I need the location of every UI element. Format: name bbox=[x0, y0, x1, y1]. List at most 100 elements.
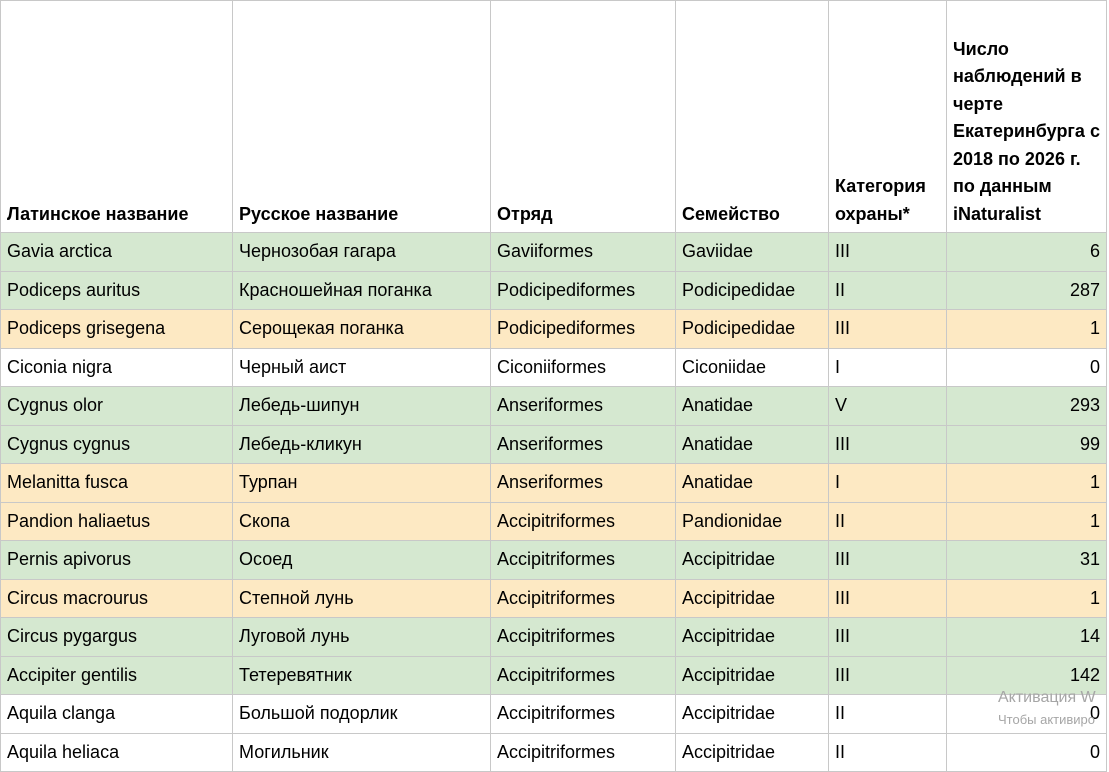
table-cell: Луговой лунь bbox=[232, 617, 491, 657]
table-cell: Podicipedidae bbox=[675, 270, 829, 310]
count-cell: 31 bbox=[946, 540, 1107, 580]
count-cell: 14 bbox=[946, 617, 1107, 657]
table-cell: III bbox=[828, 424, 947, 464]
table-cell: Anatidae bbox=[675, 463, 829, 503]
count-cell: 0 bbox=[946, 347, 1107, 387]
table-cell: Скопа bbox=[232, 501, 491, 541]
table-cell: Красношейная поганка bbox=[232, 270, 491, 310]
table-cell: Могильник bbox=[232, 732, 491, 772]
table-row: Accipiter gentilis Тетеревятник Accipitrif… bbox=[0, 655, 1107, 695]
table-cell: Anseriformes bbox=[490, 424, 676, 464]
table-cell: III bbox=[828, 655, 947, 695]
table-cell: Anseriformes bbox=[490, 386, 676, 426]
table-cell: Черный аист bbox=[232, 347, 491, 387]
table-cell: Pandion haliaetus bbox=[0, 501, 233, 541]
table-cell: Accipitridae bbox=[675, 732, 829, 772]
count-cell: 1 bbox=[946, 309, 1107, 349]
table-cell: Accipitriformes bbox=[490, 694, 676, 734]
table-cell: Тетеревятник bbox=[232, 655, 491, 695]
table-cell: Pandionidae bbox=[675, 501, 829, 541]
table-cell: Aquila heliaca bbox=[0, 732, 233, 772]
table-cell: III bbox=[828, 578, 947, 618]
table-row: Aquila heliaca Могильник Accipitriformes Ac… bbox=[0, 732, 1107, 772]
table-row: Podiceps auritus Красношейная поганка Podi… bbox=[0, 270, 1107, 310]
table-cell: Ciconiiformes bbox=[490, 347, 676, 387]
table-cell: Podiceps auritus bbox=[0, 270, 233, 310]
table-cell: Gaviiformes bbox=[490, 232, 676, 272]
count-cell: 99 bbox=[946, 424, 1107, 464]
table-row: Podiceps grisegena Серощекая поганка Podic… bbox=[0, 309, 1107, 349]
table-cell: I bbox=[828, 463, 947, 503]
watermark-title: Активация W bbox=[998, 689, 1096, 706]
table-cell: Большой подорлик bbox=[232, 694, 491, 734]
table-cell: Лебедь-шипун bbox=[232, 386, 491, 426]
table-cell: Podiceps grisegena bbox=[0, 309, 233, 349]
count-cell: 1 bbox=[946, 578, 1107, 618]
table-cell: Anatidae bbox=[675, 386, 829, 426]
table-cell: Accipitriformes bbox=[490, 578, 676, 618]
count-cell: 287 bbox=[946, 270, 1107, 310]
count-cell: 0 bbox=[946, 694, 1107, 734]
table-cell: Серощекая поганка bbox=[232, 309, 491, 349]
column-header: Семейство bbox=[675, 0, 829, 233]
table-cell: I bbox=[828, 347, 947, 387]
column-header: Русское название bbox=[232, 0, 491, 233]
count-cell: 142 bbox=[946, 655, 1107, 695]
count-cell: 6 bbox=[946, 232, 1107, 272]
table-row: Ciconia nigra Черный аист Ciconiiformes Cic… bbox=[0, 347, 1107, 387]
table-cell: Accipiter gentilis bbox=[0, 655, 233, 695]
table-cell: Accipitriformes bbox=[490, 732, 676, 772]
table-cell: Ciconiidae bbox=[675, 347, 829, 387]
table-cell: Accipitriformes bbox=[490, 540, 676, 580]
table-cell: III bbox=[828, 309, 947, 349]
table-row: Circus macrourus Степной лунь Accipitrifor… bbox=[0, 578, 1107, 618]
table-cell: III bbox=[828, 617, 947, 657]
table-cell: II bbox=[828, 270, 947, 310]
table-cell: II bbox=[828, 694, 947, 734]
table-cell: Accipitridae bbox=[675, 617, 829, 657]
table-cell: Accipitridae bbox=[675, 655, 829, 695]
table-cell: Ciconia nigra bbox=[0, 347, 233, 387]
table-cell: Pernis apivorus bbox=[0, 540, 233, 580]
watermark-subtitle: Чтобы активиро bbox=[998, 712, 1096, 727]
table-cell: Cygnus cygnus bbox=[0, 424, 233, 464]
header-row: Латинское название Русское название Отряд С… bbox=[0, 0, 1107, 233]
count-cell: 1 bbox=[946, 501, 1107, 541]
table-cell: Podicipediformes bbox=[490, 270, 676, 310]
table-cell: Accipitridae bbox=[675, 578, 829, 618]
table-cell: Лебедь-кликун bbox=[232, 424, 491, 464]
table-cell: II bbox=[828, 501, 947, 541]
table-cell: Circus macrourus bbox=[0, 578, 233, 618]
table-body: Gavia arctica Чернозобая гагара Gaviiforme… bbox=[0, 232, 1107, 772]
table-cell: Circus pygargus bbox=[0, 617, 233, 657]
table-cell: Podicipedidae bbox=[675, 309, 829, 349]
table-row: Circus pygargus Луговой лунь Accipitriform… bbox=[0, 617, 1107, 657]
table-cell: Accipitriformes bbox=[490, 501, 676, 541]
table-cell: Anatidae bbox=[675, 424, 829, 464]
count-cell: 1 bbox=[946, 463, 1107, 503]
table-row: Melanitta fusca Турпан Anseriformes Anatida… bbox=[0, 463, 1107, 503]
count-cell: 0 bbox=[946, 732, 1107, 772]
table-cell: Cygnus olor bbox=[0, 386, 233, 426]
table-cell: Accipitridae bbox=[675, 694, 829, 734]
column-header: Отряд bbox=[490, 0, 676, 233]
table-cell: Aquila clanga bbox=[0, 694, 233, 734]
table-row: Pernis apivorus Осоед Accipitriformes Accip… bbox=[0, 540, 1107, 580]
table-cell: Степной лунь bbox=[232, 578, 491, 618]
table-cell: III bbox=[828, 232, 947, 272]
table-cell: Gavia arctica bbox=[0, 232, 233, 272]
table-cell: Melanitta fusca bbox=[0, 463, 233, 503]
table-cell: Anseriformes bbox=[490, 463, 676, 503]
table-cell: Осоед bbox=[232, 540, 491, 580]
column-header: Число наблюдений в черте Екатеринбурга с… bbox=[946, 0, 1107, 233]
table-row: Pandion haliaetus Скопа Accipitriformes Pan… bbox=[0, 501, 1107, 541]
table-cell: V bbox=[828, 386, 947, 426]
table-cell: Accipitriformes bbox=[490, 655, 676, 695]
table-cell: III bbox=[828, 540, 947, 580]
column-header: Категория охраны* bbox=[828, 0, 947, 233]
table-row: Gavia arctica Чернозобая гагара Gaviiforme… bbox=[0, 232, 1107, 272]
column-header: Латинское название bbox=[0, 0, 233, 233]
table-cell: Чернозобая гагара bbox=[232, 232, 491, 272]
